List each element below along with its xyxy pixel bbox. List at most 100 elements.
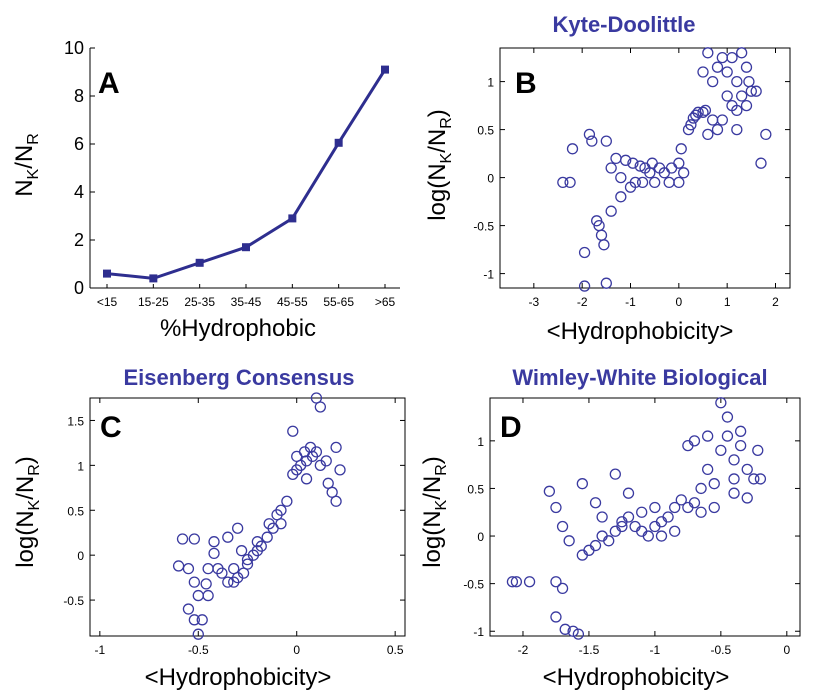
panel-d-point: [655, 530, 668, 542]
panel-c-point: [200, 578, 212, 590]
panel-d-point: [543, 485, 556, 497]
panel-c-point: [182, 562, 195, 575]
panel-d-point: [629, 520, 641, 533]
panel-d-xtick-label: -1.5: [579, 643, 600, 657]
panel-d-point: [510, 576, 523, 588]
panel-d-title: Wimley-White Biological: [512, 365, 767, 390]
panel-d-xtick-label: -2: [518, 643, 529, 657]
panel-b-ytick-label: 0.5: [477, 124, 494, 138]
panel-d-plot: [489, 397, 801, 640]
panel-b-point: [702, 128, 714, 141]
panel-b-xlabel: <Hydrophobicity>: [547, 318, 734, 345]
panel-c-label: C: [100, 411, 122, 444]
panel-b-point: [685, 119, 697, 131]
panel-c-point: [216, 567, 228, 579]
panel-b-point: [711, 61, 724, 73]
panel-a: A NK/NR %Hydrophobic: [11, 67, 316, 342]
panel-b-point: [586, 135, 598, 147]
panel-a-ytick-label: 8: [74, 86, 84, 106]
panel-c-ytick-label: 0.5: [67, 504, 84, 518]
panel-d-point: [754, 473, 767, 485]
panel-d-point: [622, 487, 635, 499]
panel-d-point: [589, 497, 602, 509]
panel-b-point: [600, 135, 612, 147]
panel-a-point: [334, 138, 343, 147]
panel-a-point: [195, 258, 204, 267]
panel-d-point: [596, 530, 608, 542]
panel-b-point: [649, 176, 661, 189]
panel-b-point: [716, 51, 728, 64]
panel-a-xtick-label: <15: [97, 295, 118, 309]
panel-d-point: [636, 525, 648, 537]
panel-b-point: [736, 90, 748, 102]
panel-b-point: [740, 61, 753, 73]
panel-d-point: [682, 501, 694, 514]
panel-d-point: [642, 530, 654, 542]
panel-d-point: [669, 501, 681, 514]
panel-d-point: [715, 397, 727, 409]
panel-b-title: Kyte-Doolittle: [553, 12, 696, 37]
panel-b-point: [731, 75, 743, 88]
panel-d-ytick-label: 0: [477, 530, 484, 544]
panel-b-point: [731, 104, 743, 117]
panel-d-point: [669, 525, 681, 537]
panel-d-point: [589, 539, 602, 552]
panel-a-xtick-label: 45-55: [277, 295, 308, 309]
panel-b-point: [760, 128, 772, 141]
panel-c-point: [188, 614, 200, 626]
panel-d-point: [556, 582, 569, 595]
panel-d-label: D: [500, 411, 522, 444]
panel-c-point: [251, 536, 263, 548]
panel-d-point: [741, 492, 753, 504]
panel-c-frame: [89, 397, 406, 637]
panel-b-xtick-label: 2: [772, 295, 779, 309]
panel-a-ylabel: NK/NR: [11, 133, 42, 197]
panel-d-point: [662, 511, 674, 523]
panel-d-point: [688, 435, 701, 447]
panel-c-ytick-label: 0: [77, 549, 84, 563]
panel-d-xtick-label: -0.5: [711, 643, 732, 657]
panel-b-point: [673, 157, 685, 169]
panel-d-point: [523, 576, 536, 588]
panel-c-point: [188, 533, 200, 545]
panel-b-point: [675, 143, 687, 155]
panel-b-point: [663, 176, 675, 189]
panel-c-point: [176, 533, 189, 545]
panel-b-point: [598, 239, 610, 251]
panel-b-point: [636, 176, 649, 189]
panel-d-frame: [489, 397, 801, 637]
panel-d-point: [506, 576, 519, 588]
panel-c-point: [300, 473, 313, 485]
panel-b-point: [615, 191, 627, 203]
panel-d-point: [563, 535, 575, 547]
panel-c-point: [241, 558, 254, 570]
panel-c-ytick-label: 1: [77, 459, 84, 473]
panel-b-point: [605, 162, 617, 174]
panel-c-point: [241, 554, 254, 566]
panel-c-point: [208, 536, 220, 548]
panel-b-point: [673, 176, 685, 189]
panel-d-point: [734, 425, 747, 437]
panel-c: Eisenberg Consensus C log(NK/NR) <Hydrop…: [12, 365, 355, 690]
panel-d-point: [596, 511, 608, 523]
panel-c-point: [320, 455, 332, 467]
panel-c-point: [222, 531, 234, 543]
panel-a-ytick-label: 10: [64, 38, 84, 58]
panel-b-ytick-label: 1: [487, 76, 494, 90]
panel-a-xtick-label: 35-45: [231, 295, 262, 309]
panel-b-point: [740, 99, 753, 112]
panel-b-point: [639, 162, 651, 174]
panel-b-point: [750, 85, 762, 97]
panel-b-point: [697, 66, 709, 78]
panel-d-point: [556, 520, 569, 533]
panel-b-plot: [499, 47, 791, 292]
panel-b-xtick-label: -3: [528, 295, 539, 309]
panel-d-point: [675, 494, 687, 506]
panel-b-point: [665, 162, 678, 174]
panel-c-point: [322, 477, 334, 489]
panel-b-point: [755, 157, 767, 169]
panel-d: Wimley-White Biological D log(NK/NR) <Hy…: [419, 365, 768, 690]
panel-b-point: [615, 171, 627, 184]
panel-b-point: [716, 114, 728, 126]
panel-c-xlabel: <Hydrophobicity>: [145, 664, 332, 690]
